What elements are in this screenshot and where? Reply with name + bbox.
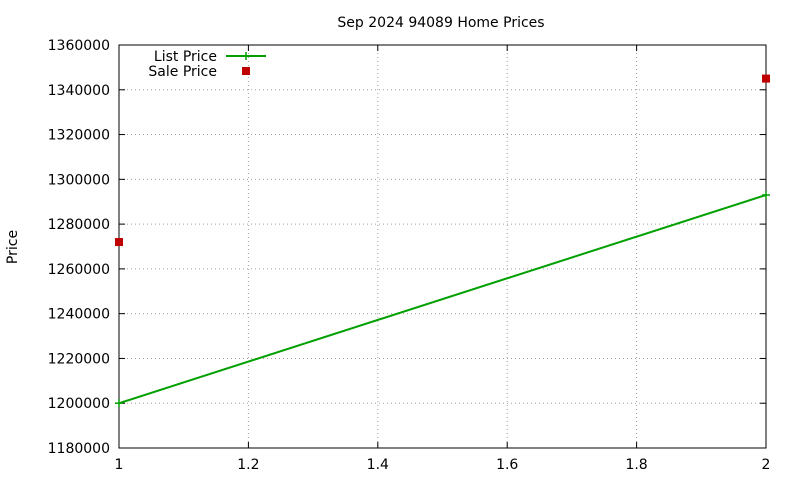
list-price-point [762, 191, 770, 200]
y-tick-label: 1200000 [48, 396, 110, 412]
plot-border [118, 44, 767, 449]
grid-lines [119, 45, 766, 448]
legend-square-marker [242, 67, 250, 75]
y-tick-label: 1220000 [48, 351, 110, 367]
chart-title: Sep 2024 94089 Home Prices [337, 15, 544, 31]
y-axis-ticks: 1180000 1200000 1220000 1240000 1260000 12800… [48, 38, 766, 457]
y-tick-label: 1360000 [48, 38, 110, 54]
y-tick-label: 1260000 [48, 262, 110, 278]
x-tick-label: 2 [762, 457, 771, 473]
y-tick-label: 1240000 [48, 307, 110, 323]
plot-frame [118, 44, 767, 449]
y-tick-label: 1340000 [48, 83, 110, 99]
sale-price-point [762, 74, 770, 83]
sale-price-point [115, 238, 123, 247]
y-axis-label: Price [5, 230, 21, 264]
data-series [115, 74, 770, 408]
y-tick-label: 1280000 [48, 217, 110, 233]
y-tick-label: 1180000 [48, 441, 110, 457]
list-price-line [118, 194, 767, 405]
x-tick-label: 1.6 [496, 457, 518, 473]
legend-label: Sale Price [148, 64, 217, 80]
y-tick-label: 1300000 [48, 172, 110, 188]
x-tick-label: 1.4 [367, 457, 389, 473]
x-tick-label: 1 [115, 457, 124, 473]
list-price-point [115, 399, 123, 408]
legend-label: List Price [154, 49, 217, 65]
x-tick-label: 1.2 [237, 457, 259, 473]
y-tick-label: 1320000 [48, 128, 110, 144]
x-tick-label: 1.8 [625, 457, 647, 473]
x-axis-ticks: 1 1.2 1.4 1.6 1.8 2 [115, 45, 771, 473]
